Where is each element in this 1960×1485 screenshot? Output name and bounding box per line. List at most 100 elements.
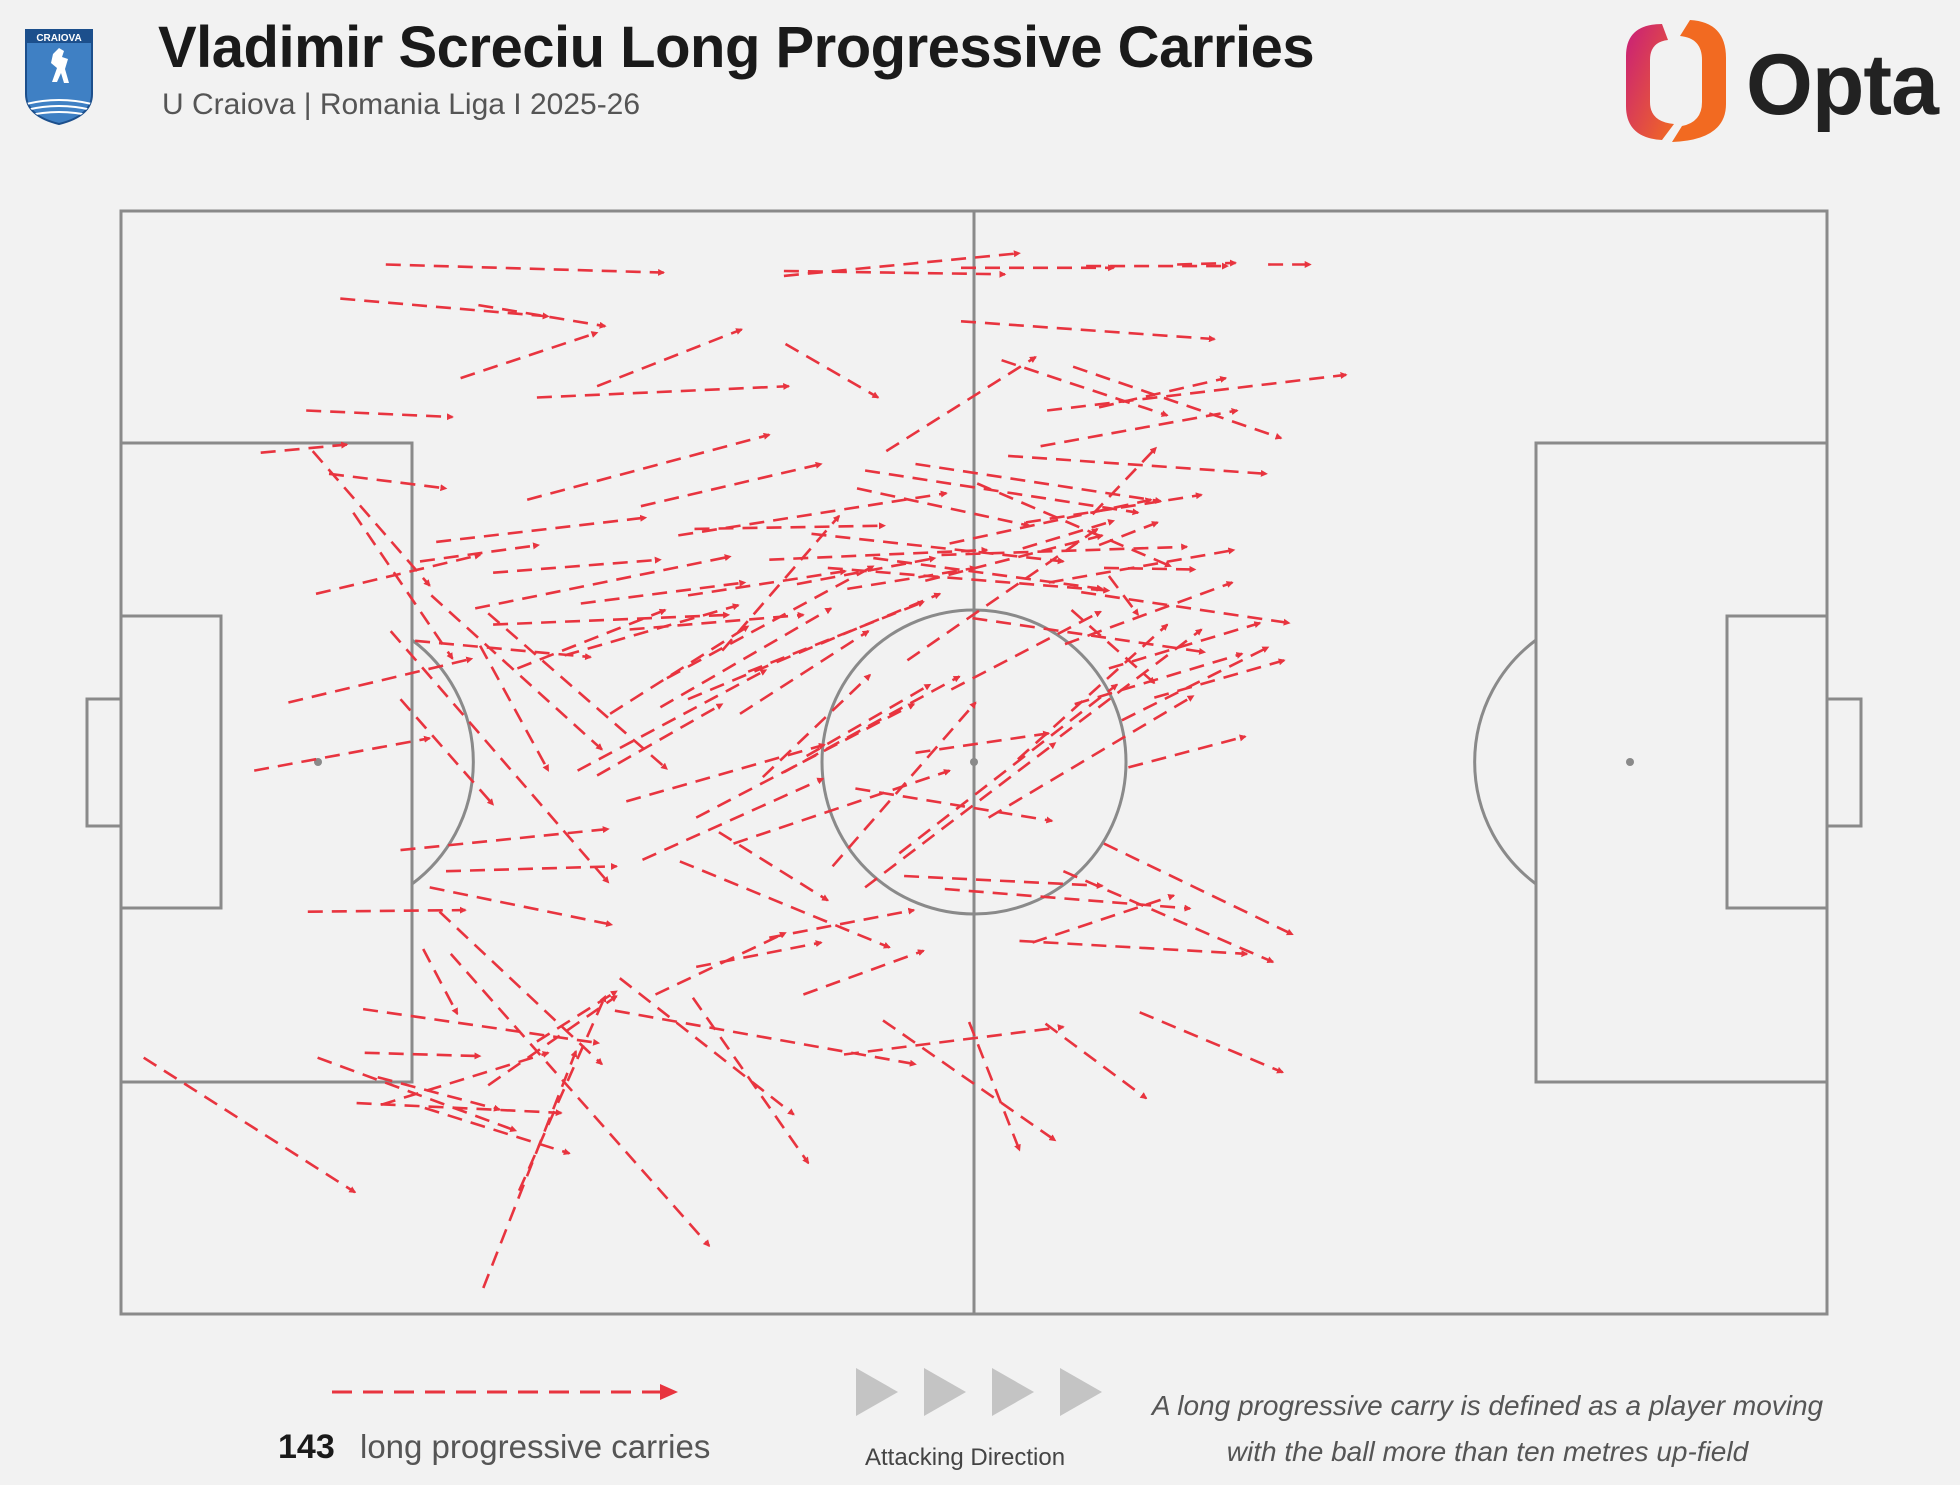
carry-arrow-82 xyxy=(898,683,1119,855)
carry-arrow-92 xyxy=(596,702,724,777)
carry-arrow-129 xyxy=(1070,609,1156,684)
carry-arrow-55 xyxy=(449,953,711,1247)
opta-logo-text: Opta xyxy=(1746,37,1939,133)
carry-arrow-60 xyxy=(614,1009,917,1067)
carry-arrow-85 xyxy=(1059,628,1203,738)
carry-arrow-57 xyxy=(482,1049,578,1289)
carry-arrow-40 xyxy=(487,612,668,770)
carry-arrow-38 xyxy=(399,698,495,806)
carry-arrow-103 xyxy=(580,579,747,605)
carry-arrow-7 xyxy=(328,472,448,492)
carry-arrow-120 xyxy=(1064,581,1234,646)
carry-arrow-101 xyxy=(493,611,731,626)
carry-arrow-114 xyxy=(873,556,1104,592)
carry-arrow-35 xyxy=(352,511,454,660)
carry-arrow-48 xyxy=(143,1056,357,1194)
carry-arrow-23 xyxy=(1008,454,1268,477)
carry-arrow-21 xyxy=(864,469,1140,516)
legend-label: long progressive carries xyxy=(360,1428,711,1465)
carry-arrow-36 xyxy=(478,645,550,772)
carry-arrow-45 xyxy=(362,1007,601,1046)
carry-arrow-34 xyxy=(311,450,431,587)
carry-arrow-8 xyxy=(596,328,744,388)
carry-arrow-41 xyxy=(400,826,610,852)
carry-arrow-98 xyxy=(609,625,750,715)
carry-arrow-44 xyxy=(422,948,459,1016)
carry-arrow-17 xyxy=(1072,365,1283,440)
carry-arrow-25 xyxy=(1040,408,1239,448)
carry-arrow-117 xyxy=(1022,519,1116,550)
carry-arrow-125 xyxy=(1153,658,1286,699)
carry-arrow-5 xyxy=(306,409,454,421)
carry-arrow-2 xyxy=(340,297,550,320)
u-craiova-crest-icon: CRAIOVA xyxy=(25,29,93,126)
carry-arrow-73 xyxy=(904,874,1104,890)
carry-arrow-28 xyxy=(474,554,732,610)
carry-arrow-137 xyxy=(307,906,467,914)
carry-arrow-53 xyxy=(536,990,618,1043)
carry-arrow-27 xyxy=(640,461,823,508)
carry-arrow-46 xyxy=(364,1051,482,1060)
carry-arrow-138 xyxy=(414,639,592,661)
carry-arrow-19 xyxy=(1046,371,1348,412)
carry-arrow-75 xyxy=(718,831,829,902)
carry-arrow-72 xyxy=(944,887,1192,912)
carry-arrow-113 xyxy=(811,532,1065,565)
carry-arrow-43 xyxy=(438,910,603,1066)
legend-carry-arrow xyxy=(332,1384,678,1400)
carry-arrow-10 xyxy=(783,269,1007,278)
carry-arrow-118 xyxy=(1098,521,1159,547)
carry-arrow-141 xyxy=(536,382,791,399)
carry-arrow-115 xyxy=(949,497,1153,545)
carry-arrow-58 xyxy=(618,977,795,1116)
carry-arrow-121 xyxy=(1108,621,1262,670)
carry-arrow-31 xyxy=(315,552,482,596)
carry-arrow-29 xyxy=(436,514,648,544)
carry-arrow-143 xyxy=(1103,842,1294,936)
carry-arrow-61 xyxy=(654,931,787,996)
carry-arrow-122 xyxy=(1074,652,1244,706)
carry-arrow-142 xyxy=(784,342,880,399)
carry-arrow-20 xyxy=(915,462,1163,504)
carry-arrow-68 xyxy=(1044,1022,1148,1100)
carry-arrow-66 xyxy=(882,1019,1057,1142)
carry-arrow-89 xyxy=(739,630,870,715)
carry-arrow-39 xyxy=(389,630,610,884)
carry-arrow-91 xyxy=(761,673,872,779)
attacking-direction-label: Attacking Direction xyxy=(865,1444,1066,1471)
carry-arrow-112 xyxy=(924,533,1104,583)
carry-arrow-4 xyxy=(478,303,607,329)
carry-arrow-15 xyxy=(960,320,1216,343)
carry-arrow-22 xyxy=(1091,446,1157,516)
carry-arrow-54 xyxy=(487,995,618,1087)
carry-arrow-78 xyxy=(733,769,951,845)
carry-arrow-50 xyxy=(380,1051,550,1107)
carry-arrow-24 xyxy=(976,482,1172,568)
carry-arrow-104 xyxy=(629,611,805,631)
carry-arrow-96 xyxy=(659,607,833,709)
carry-arrow-3 xyxy=(460,331,599,380)
carry-arrow-56 xyxy=(517,994,607,1192)
carry-arrow-62 xyxy=(695,940,823,969)
carry-arrow-30 xyxy=(419,542,540,563)
attacking-direction-arrows-icon xyxy=(856,1368,1102,1416)
carry-arrow-1 xyxy=(385,263,666,276)
carry-arrow-65 xyxy=(843,1024,1065,1056)
carry-arrow-80 xyxy=(831,701,977,868)
carry-arrow-64 xyxy=(769,907,916,939)
carry-arrow-132 xyxy=(906,527,1099,662)
carry-arrow-83 xyxy=(987,694,1195,819)
carry-arrow-52 xyxy=(377,1075,501,1112)
carry-arrow-51 xyxy=(424,1106,571,1156)
carry-arrows xyxy=(143,250,1348,1289)
carry-arrow-69 xyxy=(1139,1011,1284,1074)
carry-arrow-71 xyxy=(1019,939,1249,958)
carry-arrow-13 xyxy=(1177,259,1237,267)
carry-arrow-105 xyxy=(687,568,847,597)
carry-arrow-139 xyxy=(1032,893,1176,944)
carry-arrow-136 xyxy=(429,886,614,928)
carry-arrow-63 xyxy=(802,949,925,996)
carry-arrow-37 xyxy=(430,594,603,751)
carry-arrow-86 xyxy=(950,610,1102,691)
